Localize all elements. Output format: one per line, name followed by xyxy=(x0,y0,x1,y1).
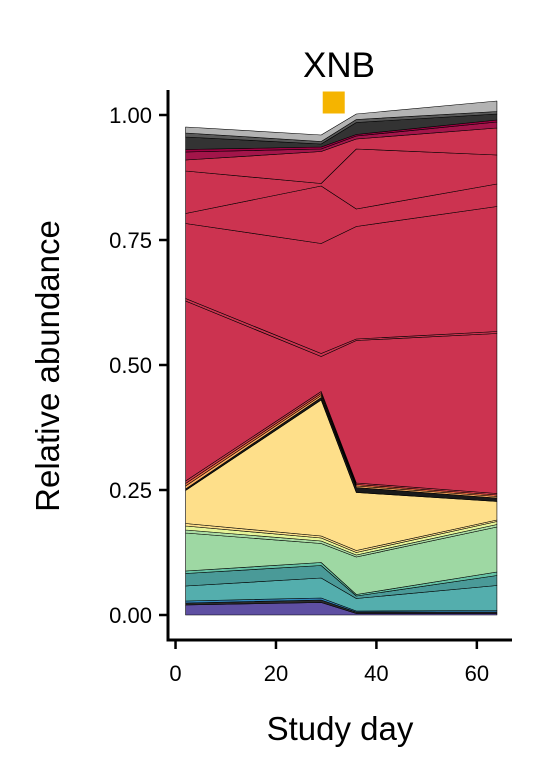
x-axis-title: Study day xyxy=(267,710,414,747)
y-tick-label: 0.25 xyxy=(109,478,152,503)
y-tick-label: 0.00 xyxy=(109,603,152,628)
panel-title: XNB xyxy=(303,46,375,85)
intervention-marker xyxy=(322,91,345,114)
y-axis-title: Relative abundance xyxy=(29,220,66,512)
x-tick-label: 0 xyxy=(169,661,181,686)
area-series-26 xyxy=(185,100,498,142)
annotations xyxy=(322,91,345,114)
x-tick-label: 40 xyxy=(364,661,388,686)
area-layers xyxy=(185,100,498,616)
x-tick-label: 20 xyxy=(264,661,288,686)
y-tick-label: 0.50 xyxy=(109,353,152,378)
axes: 0.00 0.25 0.50 0.75 1.00 0 20 40 60 xyxy=(109,90,512,686)
y-tick-label: 0.75 xyxy=(109,228,152,253)
y-tick-label: 1.00 xyxy=(109,103,152,128)
x-tick-label: 60 xyxy=(465,661,489,686)
